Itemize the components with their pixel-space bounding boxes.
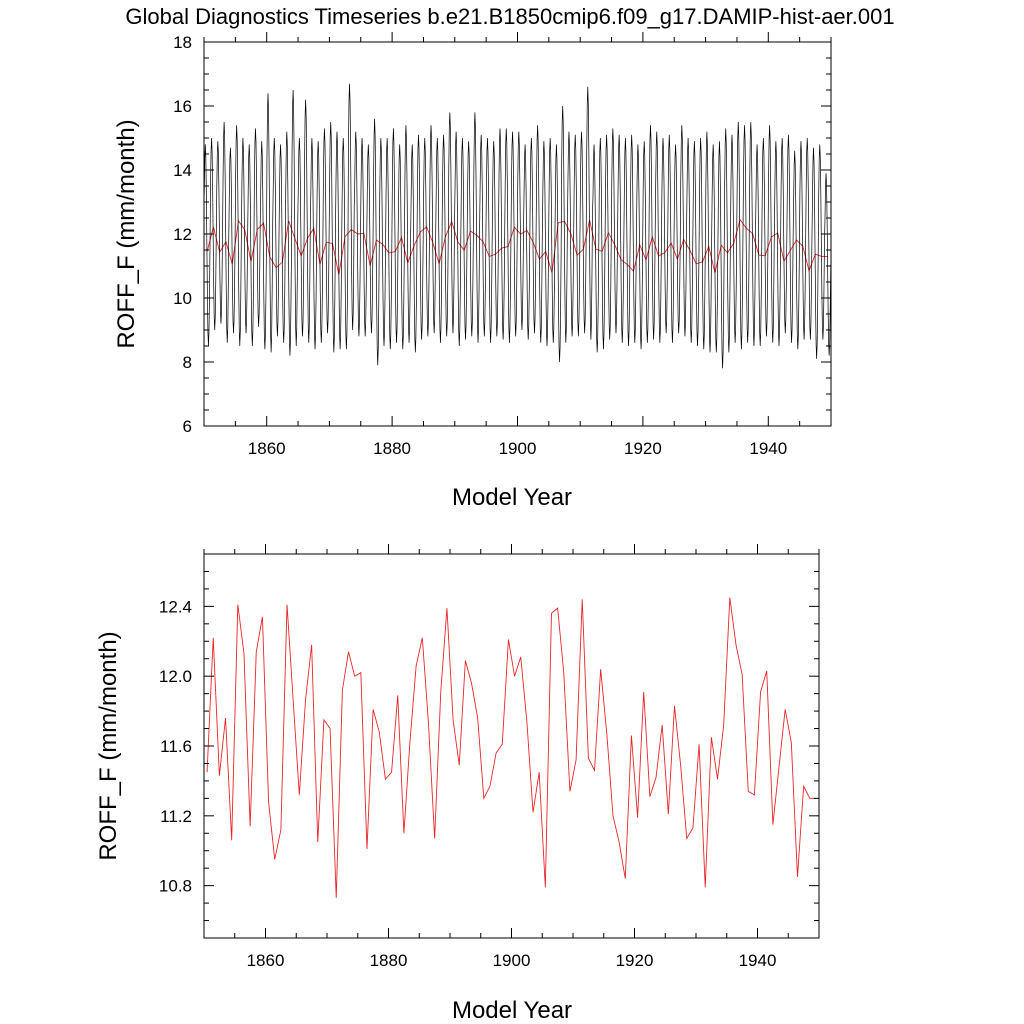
top-x-tick-label: 1880 [373,439,411,458]
bottom-y-tick-label: 12.4 [159,597,192,616]
top-y-tick-label: 10 [173,289,192,308]
top-panel: 1860 1880 1900 1920 1940 6 8 10 12 14 16 18 Model Y… [113,32,832,511]
top-y-tick-label: 8 [183,353,192,372]
top-monthly-line [203,83,832,369]
bottom-y-axis-label: ROFF_F (mm/month) [95,631,122,860]
top-x-tick-label: 1900 [499,439,537,458]
bottom-y-tick-label: 10.8 [159,877,192,896]
bottom-plot-frame [203,553,820,939]
top-y-tick-label: 18 [173,33,192,52]
top-plot-frame [203,41,832,427]
top-x-tick-label: 1860 [248,439,286,458]
bottom-panel: 1860 1880 1900 1920 1940 10.8 11.2 11.6 12.0 12.4… [95,544,820,1024]
bottom-y-tick-label: 11.6 [160,737,192,756]
bottom-ticks: 1860 1880 1900 1920 1940 10.8 11.2 11.6 12.0 12.4 [159,544,820,970]
bottom-x-tick-label: 1860 [247,951,285,970]
top-y-tick-label: 16 [173,97,192,116]
top-x-tick-label: 1920 [624,439,662,458]
top-x-tick-label: 1940 [749,439,787,458]
top-y-tick-label: 6 [183,417,192,436]
top-x-axis-label: Model Year [452,484,572,511]
bottom-x-tick-label: 1900 [493,951,531,970]
top-y-tick-label: 12 [173,225,192,244]
bottom-x-tick-label: 1880 [370,951,408,970]
bottom-annual-mean-line [206,597,816,898]
bottom-y-tick-label: 12.0 [159,667,192,686]
bottom-x-tick-label: 1920 [616,951,654,970]
figure-title: Global Diagnostics Timeseries b.e21.B185… [125,4,894,29]
top-y-tick-label: 14 [173,161,192,180]
top-ticks: 1860 1880 1900 1920 1940 6 8 10 12 14 16 18 [173,32,832,458]
bottom-x-axis-label: Model Year [452,997,572,1024]
bottom-annual-series [206,597,816,898]
top-monthly-series [203,83,832,369]
bottom-y-tick-label: 11.2 [160,807,192,826]
bottom-x-tick-label: 1940 [739,951,777,970]
top-y-axis-label: ROFF_F (mm/month) [113,119,140,348]
